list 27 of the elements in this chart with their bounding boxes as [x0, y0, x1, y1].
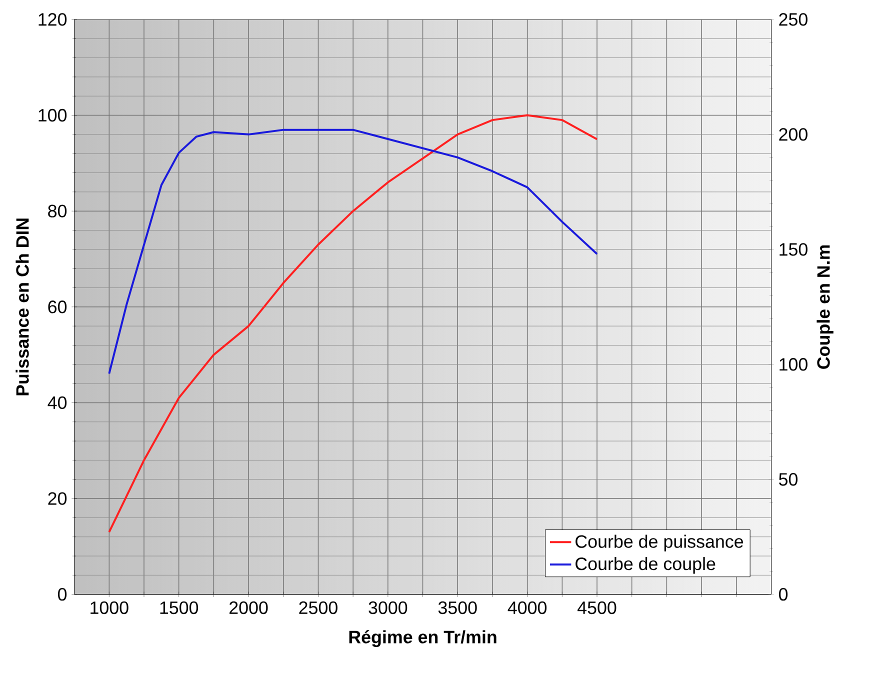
y2-tick-label: 200 — [779, 128, 808, 141]
legend-label: Courbe de couple — [576, 556, 716, 574]
line-series — [108, 114, 598, 533]
x-axis-title: Régime en Tr/min — [349, 630, 496, 647]
y-tick-label: 80 — [48, 204, 67, 218]
y2-tick-label: 50 — [779, 472, 798, 486]
y-tick-label: 60 — [48, 300, 67, 314]
x-tick-label: 4000 — [508, 601, 547, 614]
y2-tick-label: 100 — [780, 358, 808, 371]
y-tick-label: 40 — [48, 396, 67, 409]
y-tick-label: 100 — [38, 108, 67, 122]
y2-axis-title: Couple en N.m — [816, 245, 834, 369]
y2-tick-label: 150 — [780, 242, 808, 256]
legend-label: Courbe de puissance — [576, 534, 744, 552]
y-tick-label: 20 — [48, 492, 67, 505]
x-tick-label: 3000 — [368, 601, 408, 614]
x-tick-label: 1000 — [90, 601, 128, 614]
x-tick-label: 4500 — [578, 601, 616, 614]
y-axis-title: Puissance en Ch DIN — [16, 218, 29, 396]
y2-tick-label: 250 — [779, 12, 808, 26]
y2-tick-label: 0 — [778, 588, 788, 601]
y-tick-label: 120 — [38, 12, 67, 26]
y-tick-label: 0 — [58, 588, 67, 601]
x-tick-label: 2000 — [230, 601, 268, 614]
x-tick-label: 3500 — [438, 601, 477, 614]
x-tick-label: 1500 — [160, 601, 198, 614]
x-tick-label: 2500 — [299, 601, 338, 614]
